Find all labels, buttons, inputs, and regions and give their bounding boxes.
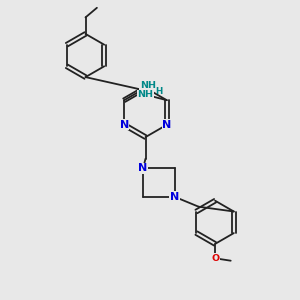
Text: N: N xyxy=(162,120,171,130)
Text: N: N xyxy=(141,83,150,93)
Text: N: N xyxy=(170,192,179,202)
Text: NH: NH xyxy=(137,90,153,99)
Text: O: O xyxy=(211,254,219,263)
Text: H: H xyxy=(155,86,163,95)
Text: N: N xyxy=(139,163,148,173)
Text: N: N xyxy=(120,120,129,130)
Text: NH: NH xyxy=(140,81,156,91)
